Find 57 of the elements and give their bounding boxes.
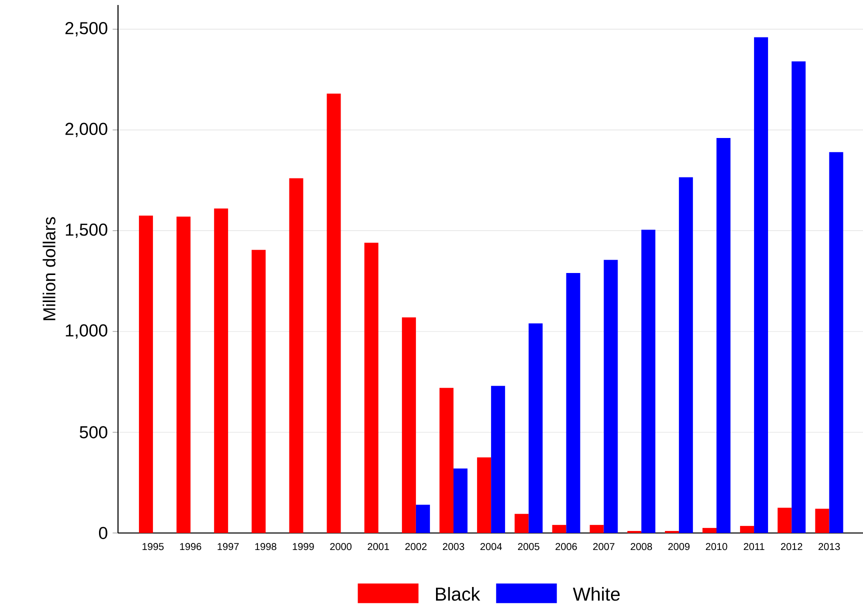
- bar: [514, 514, 529, 533]
- bar: [740, 526, 754, 533]
- bar: [778, 508, 792, 533]
- bar: [477, 457, 492, 533]
- x-tick-label: 1999: [292, 543, 314, 550]
- bar: [326, 94, 341, 533]
- bar: [528, 323, 543, 533]
- bar: [754, 37, 768, 533]
- bar: [491, 386, 506, 533]
- bar: [702, 528, 716, 533]
- x-tick-label: 2001: [368, 543, 389, 550]
- x-tick-label: 2011: [744, 543, 764, 550]
- bar: [604, 260, 618, 533]
- y-tick-label: 500: [80, 426, 108, 438]
- x-tick-label: 1998: [255, 543, 276, 550]
- bar: [815, 508, 830, 533]
- legend-label: White: [572, 587, 620, 601]
- bar: [453, 468, 468, 533]
- x-tick-label: 2008: [630, 543, 652, 550]
- x-tick-label: 2009: [668, 543, 690, 550]
- y-tick-label: 0: [98, 526, 108, 540]
- y-tick-label: 1,000: [66, 324, 108, 339]
- bar: [792, 61, 806, 533]
- bar: [590, 524, 604, 533]
- bar: [678, 177, 693, 533]
- y-tick-label: 1,500: [66, 224, 108, 238]
- y-tick-label: 2,500: [65, 22, 108, 36]
- x-tick-label: 2007: [593, 543, 614, 550]
- bar: [364, 242, 378, 533]
- x-tick-label: 2010: [706, 543, 728, 550]
- bar: [214, 208, 228, 533]
- x-tick-label: 2006: [556, 543, 577, 550]
- x-tick-label: 2005: [518, 543, 540, 550]
- x-tick-label: 2013: [818, 543, 840, 550]
- bar: [552, 524, 566, 533]
- bar: [289, 178, 304, 533]
- bar: [641, 230, 656, 533]
- bar: [566, 273, 580, 533]
- x-tick-label: 2002: [405, 543, 427, 550]
- bar: [829, 152, 844, 533]
- bar: [439, 388, 454, 533]
- bar: [716, 138, 730, 533]
- x-tick-label: 1997: [218, 543, 239, 550]
- legend-label: Black: [436, 587, 480, 601]
- y-axis-title: Million dollars: [42, 217, 56, 320]
- x-tick-label: 1995: [142, 543, 164, 550]
- bar: [416, 504, 430, 533]
- x-tick-label: 2000: [330, 543, 352, 550]
- y-tick-label: 2,000: [65, 122, 108, 138]
- x-tick-label: 2012: [780, 543, 802, 550]
- bar: [252, 250, 266, 533]
- bar: [138, 216, 153, 533]
- x-tick-label: 2004: [480, 543, 502, 550]
- x-tick-label: 2003: [442, 543, 464, 550]
- bar: [176, 216, 191, 533]
- bar: [402, 317, 416, 533]
- x-tick-label: 1996: [180, 543, 202, 550]
